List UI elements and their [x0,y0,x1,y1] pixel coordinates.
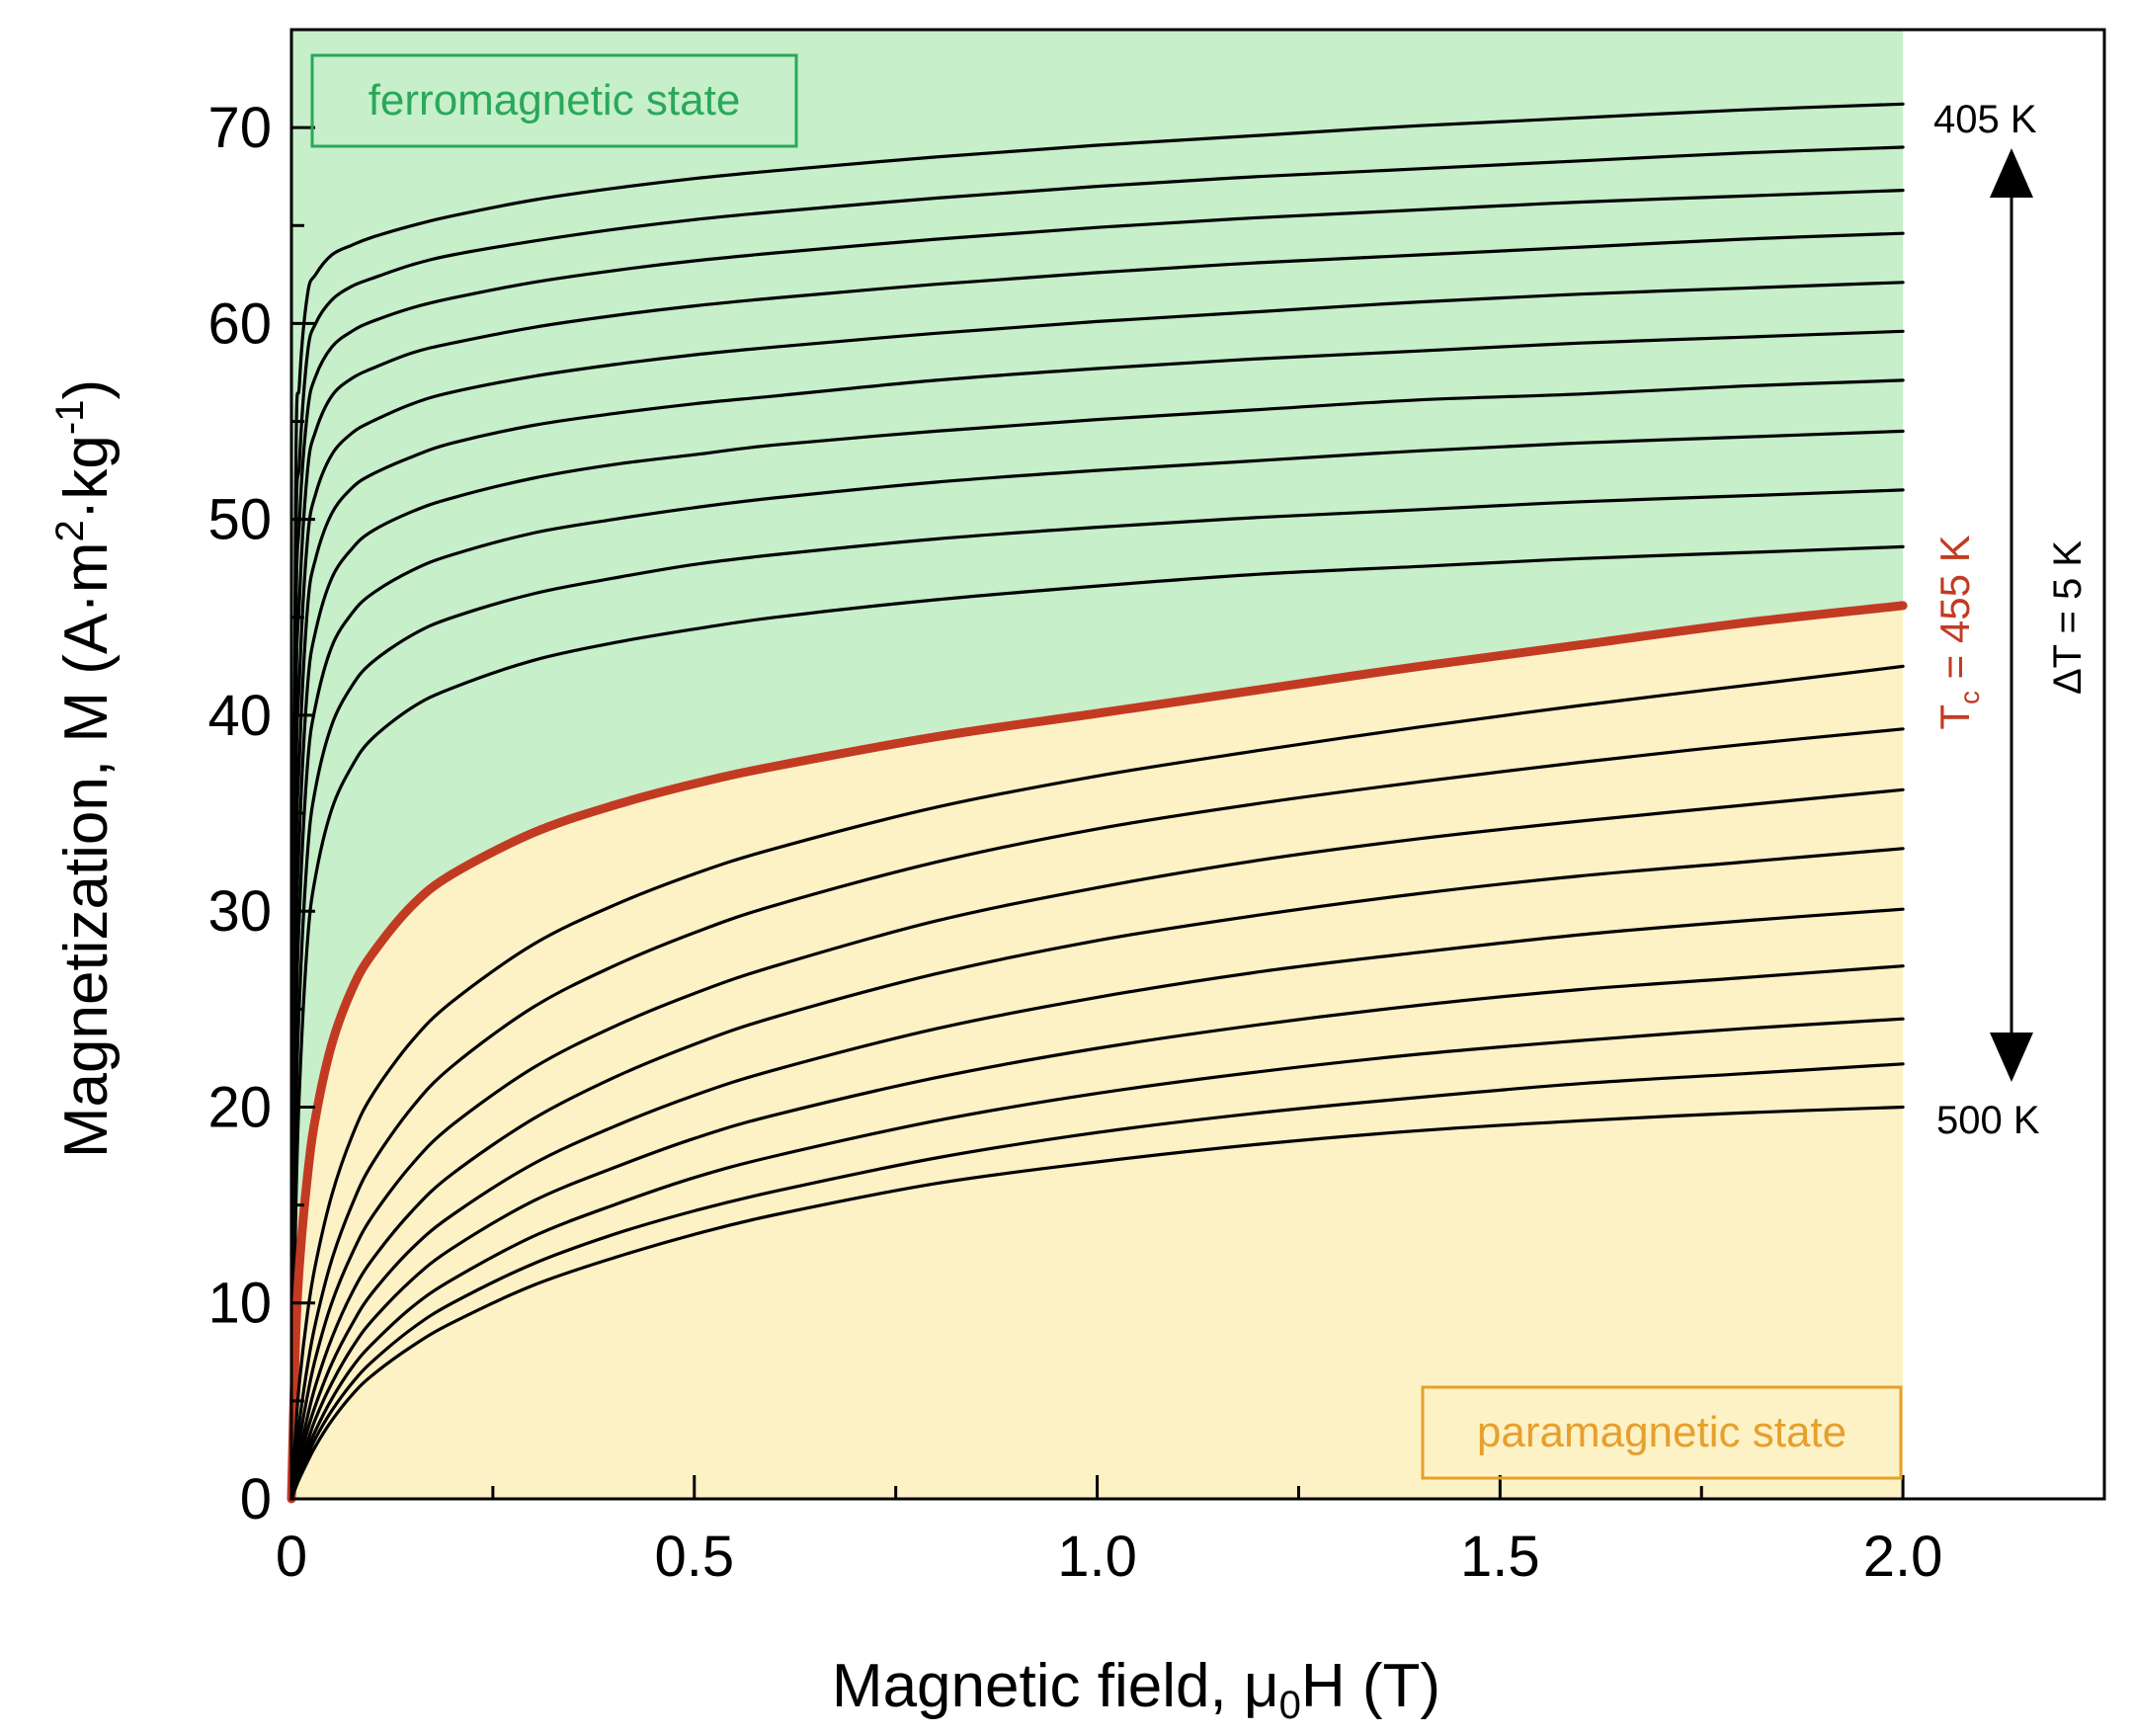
series-430k [289,329,1905,1501]
series-415k [289,189,1905,1501]
axes-frame [289,28,2106,1501]
y-tick-label: 40 [207,684,272,748]
x-tick-label: 0 [276,1525,307,1589]
series-405k [289,102,1905,1501]
ferro-label: ferromagnetic state [369,76,741,124]
y-tick-label: 20 [207,1075,272,1139]
series-460k [289,664,1905,1501]
tick-labels: 0 0.5 1.0 1.5 2.0 0 10 20 30 40 50 60 70 [207,96,1942,1589]
curves [287,102,1908,1504]
series-455k [287,601,1908,1504]
series-475k [289,847,1905,1501]
series-470k [289,787,1905,1501]
delta-t-arrow [1990,148,2033,1082]
ferro-label-box [310,53,798,148]
y-tick-label: 70 [207,96,272,160]
y-tick-label: 0 [240,1467,272,1531]
series-495k [289,1062,1905,1501]
series-465k [289,727,1905,1501]
ticks [289,125,2106,1501]
series-480k [289,907,1905,1501]
regions [291,30,1904,1499]
y-tick-label: 50 [207,488,272,552]
tc-label: Tc = 455 K [1931,535,1985,729]
series-440k [289,429,1905,1501]
label-500k: 500 K [1936,1099,2040,1142]
y-tick-label: 60 [207,291,272,356]
series-435k [289,378,1905,1501]
y-tick-label: 30 [207,879,272,944]
label-405k: 405 K [1933,98,2037,141]
para-label: paramagnetic state [1477,1408,1847,1456]
y-axis-title: Magnetization, M (A·m2·kg-1) [48,379,121,1158]
x-tick-label: 0.5 [654,1525,734,1589]
x-tick-label: 1.0 [1057,1525,1137,1589]
delta-t-label: ΔT = 5 K [2046,540,2090,695]
x-tick-label: 1.5 [1460,1525,1540,1589]
series-485k [289,964,1905,1501]
x-tick-label: 2.0 [1863,1525,1943,1589]
series-420k [289,231,1905,1501]
series-425k [289,281,1905,1501]
x-axis-title: Magnetic field, μ0H (T) [832,1652,1440,1727]
y-tick-label: 10 [207,1272,272,1336]
series-490k [289,1017,1905,1501]
series-410k [289,145,1905,1501]
para-label-box [1421,1385,1903,1480]
series-500k [289,1105,1905,1501]
series-450k [289,544,1905,1501]
